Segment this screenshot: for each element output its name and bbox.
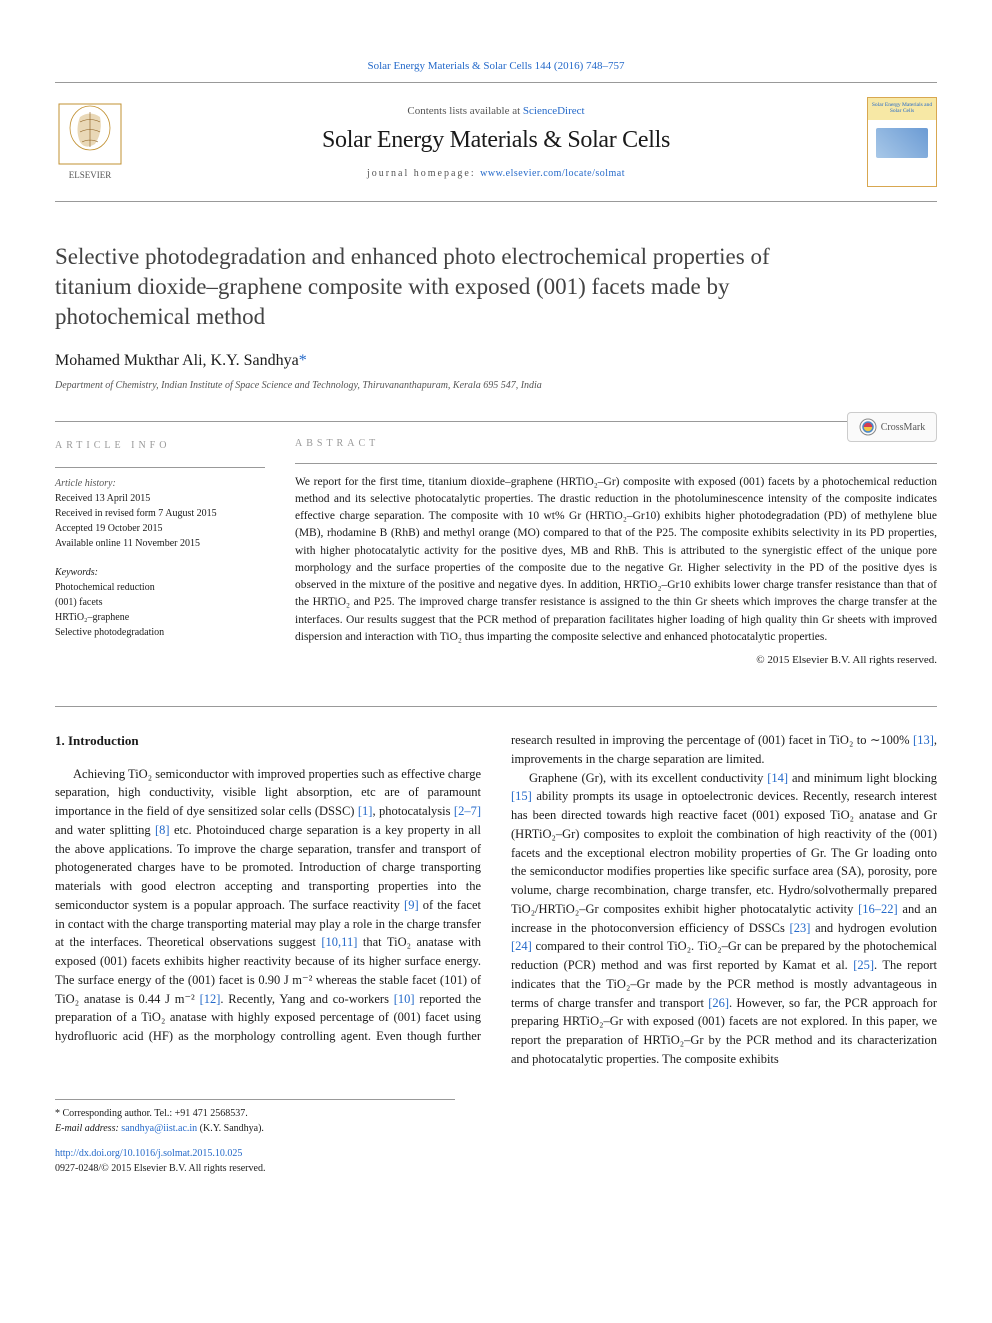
keyword-3: HRTiO₂–graphene <box>55 610 265 625</box>
abstract-label: ABSTRACT <box>295 438 937 449</box>
doi-link[interactable]: http://dx.doi.org/10.1016/j.solmat.2015.… <box>55 1148 242 1159</box>
body-rule <box>55 706 937 707</box>
email-link[interactable]: sandhya@iist.ac.in <box>121 1123 197 1134</box>
masthead: ELSEVIER Contents lists available at Sci… <box>55 82 937 202</box>
journal-name: Solar Energy Materials & Solar Cells <box>145 127 847 154</box>
body-columns: 1. Introduction Achieving TiO₂ semicondu… <box>55 731 937 1069</box>
cover-title: Solar Energy Materials and Solar Cells <box>868 102 936 114</box>
footer-meta: http://dx.doi.org/10.1016/j.solmat.2015.… <box>55 1146 937 1176</box>
email-suffix: (K.Y. Sandhya). <box>197 1123 264 1134</box>
crossmark-icon <box>859 418 877 436</box>
meta-abstract-row: ARTICLE INFO Article history: Received 1… <box>55 421 937 667</box>
contents-prefix: Contents lists available at <box>407 105 522 117</box>
publisher-name: ELSEVIER <box>69 170 112 180</box>
journal-cover-thumb: Solar Energy Materials and Solar Cells <box>867 97 937 187</box>
intro-para-2: Graphene (Gr), with its excellent conduc… <box>511 769 937 1069</box>
crossmark-label: CrossMark <box>881 422 925 433</box>
email-label: E-mail address: <box>55 1123 121 1134</box>
ref-25[interactable]: [25] <box>853 958 874 972</box>
history-label: Article history: <box>55 476 265 491</box>
contents-list-line: Contents lists available at ScienceDirec… <box>145 105 847 117</box>
elsevier-logo: ELSEVIER <box>55 102 125 182</box>
article-title: Selective photodegradation and enhanced … <box>55 242 815 332</box>
history-revised: Received in revised form 7 August 2015 <box>55 506 265 521</box>
keyword-2: (001) facets <box>55 595 265 610</box>
history-available: Available online 11 November 2015 <box>55 536 265 551</box>
author-1: Mohamed Mukthar Ali <box>55 352 203 369</box>
homepage-link[interactable]: www.elsevier.com/locate/solmat <box>480 168 625 179</box>
history-received: Received 13 April 2015 <box>55 491 265 506</box>
ref-9[interactable]: [9] <box>404 898 419 912</box>
homepage-label: journal homepage: <box>367 168 480 179</box>
affiliation: Department of Chemistry, Indian Institut… <box>55 380 937 391</box>
corresponding-marker: * <box>299 352 307 369</box>
keywords-block: Keywords: Photochemical reduction (001) … <box>55 565 265 640</box>
history-accepted: Accepted 19 October 2015 <box>55 521 265 536</box>
abstract-col: ABSTRACT We report for the first time, t… <box>295 438 937 667</box>
ref-26[interactable]: [26] <box>708 996 729 1010</box>
abstract-text: We report for the first time, titanium d… <box>295 463 937 647</box>
ref-16-22[interactable]: [16–22] <box>858 902 898 916</box>
ref-12[interactable]: [12] <box>200 992 221 1006</box>
abstract-copyright: © 2015 Elsevier B.V. All rights reserved… <box>295 654 937 666</box>
ref-14[interactable]: [14] <box>767 771 788 785</box>
keyword-1: Photochemical reduction <box>55 580 265 595</box>
ref-8[interactable]: [8] <box>155 823 170 837</box>
journal-citation-link[interactable]: Solar Energy Materials & Solar Cells 144… <box>367 60 624 72</box>
journal-homepage-line: journal homepage: www.elsevier.com/locat… <box>145 168 847 179</box>
crossmark-badge[interactable]: CrossMark <box>847 412 937 442</box>
authors: Mohamed Mukthar Ali, K.Y. Sandhya* <box>55 352 937 370</box>
issn-copyright: 0927-0248/© 2015 Elsevier B.V. All right… <box>55 1161 937 1176</box>
article-info-col: ARTICLE INFO Article history: Received 1… <box>55 438 265 667</box>
article-history: Article history: Received 13 April 2015 … <box>55 467 265 551</box>
keywords-label: Keywords: <box>55 565 265 580</box>
article-header: CrossMark Selective photodegradation and… <box>55 242 937 391</box>
ref-10[interactable]: [10] <box>394 992 415 1006</box>
sciencedirect-link[interactable]: ScienceDirect <box>523 105 585 117</box>
corresponding-author-footer: * Corresponding author. Tel.: +91 471 25… <box>55 1099 455 1136</box>
masthead-center: Contents lists available at ScienceDirec… <box>145 105 847 179</box>
ref-13[interactable]: [13] <box>913 733 934 747</box>
author-2: K.Y. Sandhya <box>211 352 299 369</box>
section-heading-1: 1. Introduction <box>55 731 481 751</box>
article-info-label: ARTICLE INFO <box>55 438 265 453</box>
ref-1[interactable]: [1] <box>358 804 373 818</box>
ref-23[interactable]: [23] <box>790 921 811 935</box>
keyword-4: Selective photodegradation <box>55 625 265 640</box>
corr-email-line: E-mail address: sandhya@iist.ac.in (K.Y.… <box>55 1121 455 1136</box>
cover-image <box>876 128 928 158</box>
ref-15[interactable]: [15] <box>511 789 532 803</box>
ref-24[interactable]: [24] <box>511 939 532 953</box>
corr-tel: * Corresponding author. Tel.: +91 471 25… <box>55 1106 455 1121</box>
ref-2-7[interactable]: [2–7] <box>454 804 481 818</box>
journal-citation: Solar Energy Materials & Solar Cells 144… <box>55 60 937 72</box>
ref-10-11[interactable]: [10,11] <box>321 935 357 949</box>
